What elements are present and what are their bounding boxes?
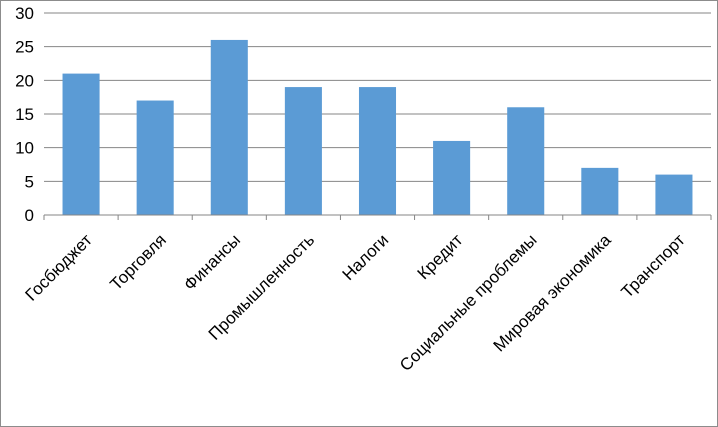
y-tick-label: 5 bbox=[25, 172, 34, 191]
x-category-label: Кредит bbox=[414, 230, 467, 283]
bar bbox=[210, 39, 248, 215]
bars bbox=[62, 39, 693, 215]
x-category-label: Налоги bbox=[339, 230, 393, 284]
bar bbox=[507, 107, 545, 215]
x-category-label: Социальные проблемы bbox=[396, 230, 541, 375]
bar bbox=[62, 73, 100, 215]
bar bbox=[433, 140, 471, 215]
bar bbox=[136, 100, 174, 215]
x-category-label: Финансы bbox=[180, 230, 244, 294]
x-category-label: Госбюджет bbox=[22, 230, 96, 304]
y-tick-label: 10 bbox=[15, 139, 34, 158]
y-tick-label: 30 bbox=[15, 4, 34, 23]
y-axis-ticks: 0 5 10 15 20 25 30 bbox=[15, 4, 34, 225]
x-axis bbox=[43, 214, 712, 220]
bar bbox=[655, 174, 693, 215]
y-tick-label: 20 bbox=[15, 71, 34, 90]
bar bbox=[581, 167, 619, 215]
x-category-label: Транспорт bbox=[618, 230, 689, 301]
y-tick-label: 25 bbox=[15, 38, 34, 57]
y-tick-label: 15 bbox=[15, 105, 34, 124]
y-tick-label: 0 bbox=[25, 206, 34, 225]
bar bbox=[358, 87, 397, 215]
x-category-label: Торговля bbox=[106, 230, 170, 294]
bar bbox=[284, 87, 322, 215]
